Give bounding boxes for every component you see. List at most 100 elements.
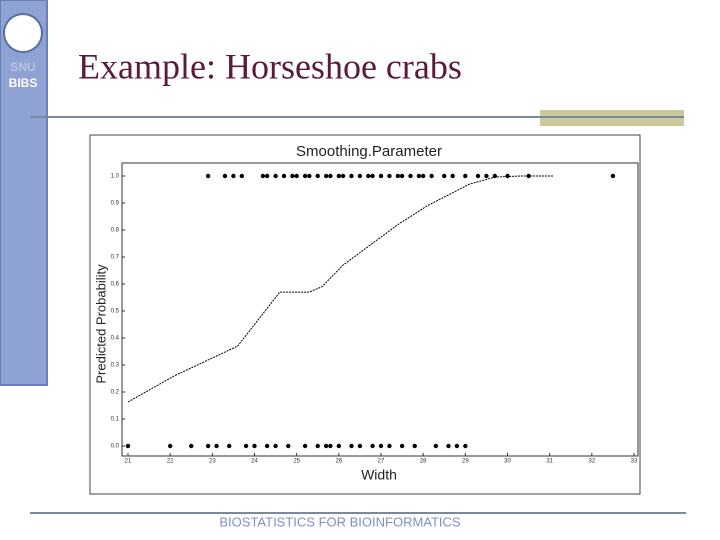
x-tick-label: 32 [588,459,595,465]
x-tick-label: 28 [420,459,427,465]
point [610,173,616,179]
point [450,173,455,179]
point [387,443,392,449]
point [281,173,287,179]
y-axis-label: Predicted Probability [93,264,108,384]
point [416,173,422,179]
point [222,173,228,179]
point [340,173,346,179]
chart-frame [89,134,641,495]
point [260,173,266,179]
point [125,443,131,449]
point [290,173,295,179]
x-tick-label: 30 [504,459,511,465]
y-tick-label: 0.9 [111,201,120,207]
point [357,443,363,449]
y-tick-label: 0.6 [111,282,120,288]
point [273,443,278,449]
point [302,173,308,179]
y-tick-label: 0.4 [111,336,120,342]
point [463,443,468,449]
logo-text: BIBS [9,76,38,90]
point [294,173,299,179]
point [484,173,489,179]
point [433,443,439,449]
point [399,173,405,179]
point [370,173,375,179]
point [189,443,194,449]
point [273,173,278,179]
x-tick-label: 25 [293,459,300,465]
point [429,173,434,179]
point [505,173,510,179]
logo-emblem [3,13,43,53]
x-tick-label: 23 [209,459,216,465]
point [336,443,342,449]
y-tick-label: 0.2 [111,390,120,396]
point [387,173,392,179]
y-tick-label: 0.8 [111,228,120,234]
point [264,173,270,179]
x-tick-label: 22 [167,459,174,465]
point [307,173,312,179]
smooth-line [127,175,554,403]
point [395,173,401,179]
chart-title: Smoothing.Parameter [296,143,442,160]
point [239,173,245,179]
point [214,443,219,449]
point [323,173,329,179]
point [463,173,468,179]
point [399,443,405,449]
point [349,443,354,449]
point [302,443,308,449]
point [205,443,211,449]
point [243,443,249,449]
y-tick-label: 0.3 [111,363,120,369]
point [442,173,447,179]
point [227,443,232,449]
point [378,443,384,449]
x-tick-label: 29 [462,459,469,465]
point [336,173,342,179]
point [408,173,413,179]
slide-title: Example: Horseshoe crabs [78,46,462,86]
logo-text: SNU [10,60,35,74]
point [231,173,236,179]
point [378,173,384,179]
y-tick-label: 1.0 [111,174,120,180]
y-tick-label: 0.1 [111,417,120,423]
point [454,443,460,449]
point [420,173,426,179]
point [205,173,211,179]
point [357,173,363,179]
point [328,443,333,449]
point [323,443,329,449]
footer: BIOSTATISTICS FOR BIOINFORMATICS [219,514,461,529]
point [264,443,270,449]
point [446,443,451,449]
plot-area [121,162,639,457]
point [475,173,481,179]
point [315,173,320,179]
point [315,443,320,449]
y-tick-label: 0.5 [111,309,120,315]
point [167,443,173,449]
side-bar [0,0,47,385]
point [286,443,291,449]
point [370,443,375,449]
point [252,443,257,449]
point [328,173,333,179]
x-tick-label: 26 [335,459,342,465]
y-tick-label: 0.7 [111,255,120,261]
x-tick-label: 33 [631,459,638,465]
x-axis-label: Width [361,467,397,483]
x-tick-label: 24 [251,459,258,465]
y-tick-label: 0.0 [111,444,120,450]
x-tick-label: 21 [125,459,132,465]
side-bar-edge [0,0,48,386]
point [492,173,498,179]
point [412,443,417,449]
point [349,173,354,179]
